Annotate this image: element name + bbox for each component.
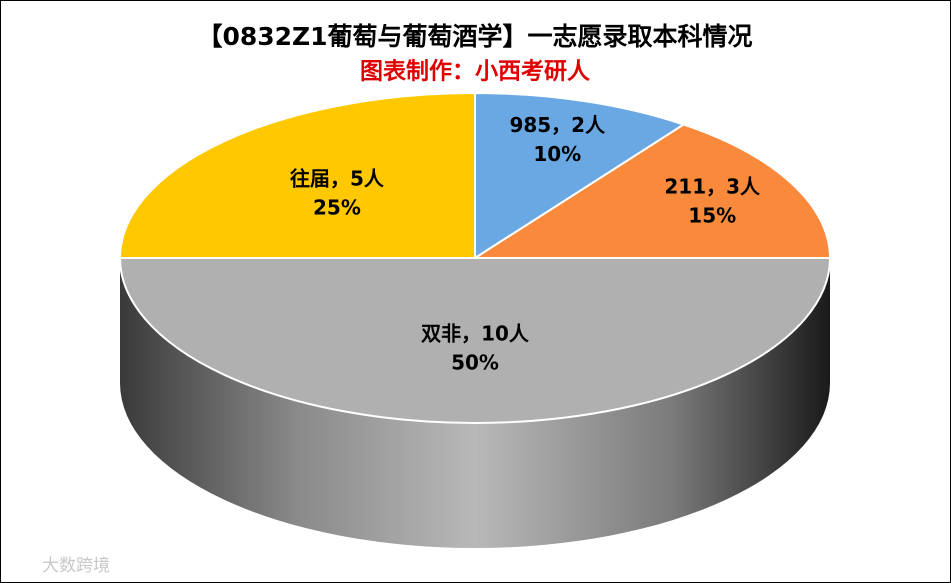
data-label: 往届，5人	[290, 166, 385, 190]
slice	[118, 91, 476, 259]
slice	[118, 257, 832, 424]
slice-side	[120, 258, 830, 548]
data-label: 985，2人	[509, 113, 606, 137]
percent-label: 50%	[451, 350, 499, 374]
data-label: 211，3人	[664, 174, 761, 198]
chart-subtitle: 图表制作：小西考研人	[360, 59, 591, 85]
slice	[471, 123, 832, 259]
percent-label: 15%	[688, 203, 736, 227]
slice	[474, 91, 686, 260]
chart-title: 【0832Z1葡萄与葡萄酒学】一志愿录取本科情况	[197, 22, 752, 51]
data-label: 双非，10人	[421, 321, 530, 345]
percent-label: 25%	[313, 195, 361, 219]
watermark: 大数跨境	[42, 556, 110, 576]
percent-label: 10%	[533, 142, 581, 166]
